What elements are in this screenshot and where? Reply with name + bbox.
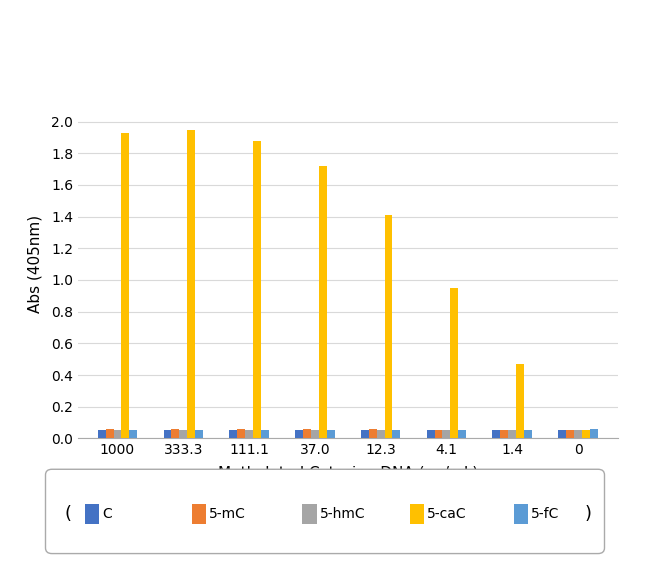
Bar bbox=[311, 430, 318, 438]
Bar bbox=[516, 364, 524, 438]
Bar bbox=[237, 429, 245, 438]
Bar bbox=[187, 129, 195, 438]
Bar bbox=[508, 430, 516, 438]
Bar bbox=[524, 430, 532, 438]
Bar bbox=[369, 429, 377, 438]
Bar bbox=[295, 430, 303, 438]
Bar bbox=[450, 288, 458, 438]
Bar bbox=[493, 430, 500, 438]
Bar bbox=[318, 166, 327, 438]
Bar bbox=[385, 215, 393, 438]
Text: 5-hmC: 5-hmC bbox=[320, 507, 365, 521]
Bar bbox=[361, 430, 369, 438]
Bar bbox=[261, 430, 269, 438]
Bar bbox=[377, 430, 385, 438]
Bar bbox=[129, 430, 137, 438]
Text: 5-mC: 5-mC bbox=[209, 507, 246, 521]
Text: (: ( bbox=[65, 505, 72, 523]
Bar bbox=[179, 430, 187, 438]
Bar bbox=[98, 430, 106, 438]
Bar bbox=[253, 140, 261, 438]
Bar bbox=[393, 430, 400, 438]
Text: ): ) bbox=[585, 505, 592, 523]
Bar bbox=[426, 430, 435, 438]
Text: C: C bbox=[102, 507, 112, 521]
Text: 5-fC: 5-fC bbox=[531, 507, 560, 521]
Bar bbox=[106, 429, 114, 438]
Text: 5-caC: 5-caC bbox=[427, 507, 467, 521]
Bar bbox=[327, 430, 335, 438]
Bar bbox=[172, 429, 179, 438]
Bar bbox=[566, 430, 574, 438]
Y-axis label: Abs (405nm): Abs (405nm) bbox=[28, 215, 43, 313]
Bar bbox=[443, 430, 450, 438]
Bar bbox=[458, 430, 466, 438]
Bar bbox=[435, 430, 443, 438]
Bar bbox=[574, 430, 582, 438]
X-axis label: Methylated Cytosine DNA (ng/mL): Methylated Cytosine DNA (ng/mL) bbox=[218, 465, 478, 481]
Bar bbox=[195, 430, 203, 438]
Bar bbox=[558, 430, 566, 438]
Bar bbox=[590, 429, 598, 438]
Bar bbox=[164, 430, 172, 438]
Bar bbox=[245, 430, 253, 438]
Bar bbox=[122, 133, 129, 438]
Bar bbox=[303, 429, 311, 438]
Bar bbox=[582, 430, 590, 438]
Bar bbox=[114, 430, 122, 438]
Bar bbox=[500, 430, 508, 438]
Bar bbox=[229, 430, 237, 438]
